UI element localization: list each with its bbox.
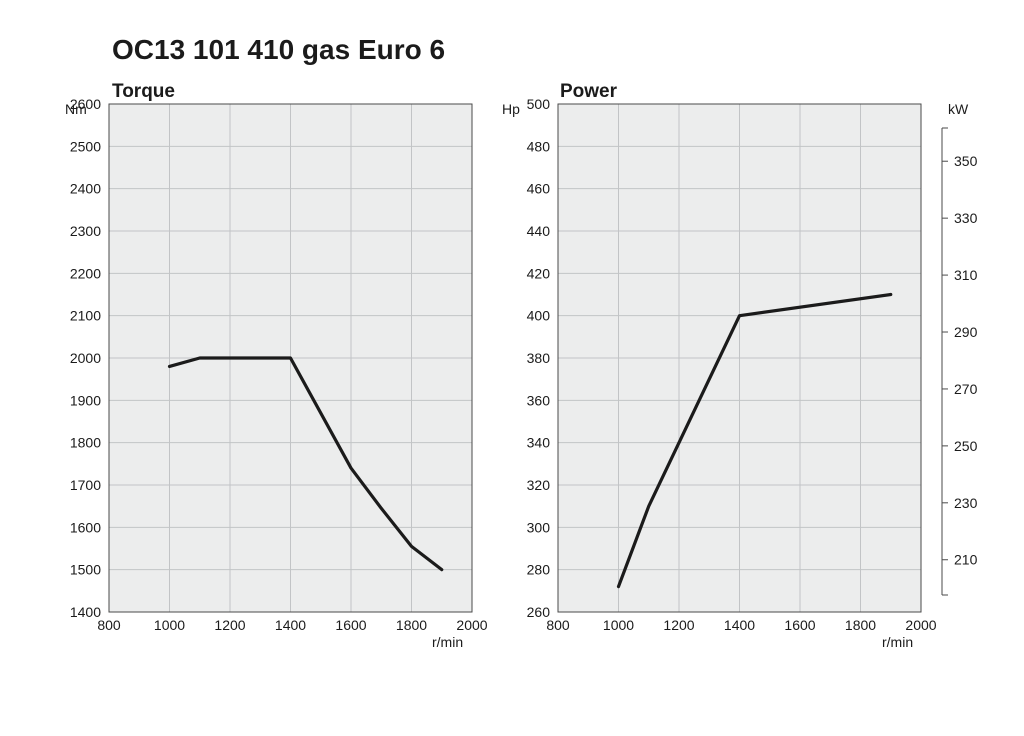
svg-text:210: 210 <box>954 552 978 568</box>
svg-text:1600: 1600 <box>70 519 101 535</box>
engine-curves-page: { "mainTitle": "OC13 101 410 gas Euro 6"… <box>0 0 1024 736</box>
svg-text:2600: 2600 <box>70 96 101 112</box>
svg-text:380: 380 <box>527 350 551 366</box>
svg-text:2100: 2100 <box>70 308 101 324</box>
svg-text:1800: 1800 <box>70 435 101 451</box>
svg-text:300: 300 <box>527 519 551 535</box>
svg-text:1800: 1800 <box>845 617 876 633</box>
svg-text:1000: 1000 <box>154 617 185 633</box>
svg-text:290: 290 <box>954 324 978 340</box>
svg-text:320: 320 <box>527 477 551 493</box>
svg-text:310: 310 <box>954 267 978 283</box>
svg-text:1400: 1400 <box>70 604 101 620</box>
svg-text:350: 350 <box>954 153 978 169</box>
svg-text:1200: 1200 <box>214 617 245 633</box>
svg-text:1700: 1700 <box>70 477 101 493</box>
svg-text:250: 250 <box>954 438 978 454</box>
svg-text:330: 330 <box>954 210 978 226</box>
svg-text:500: 500 <box>527 96 551 112</box>
svg-text:1000: 1000 <box>603 617 634 633</box>
svg-text:340: 340 <box>527 435 551 451</box>
svg-text:2300: 2300 <box>70 223 101 239</box>
svg-text:440: 440 <box>527 223 551 239</box>
svg-text:420: 420 <box>527 265 551 281</box>
svg-text:1400: 1400 <box>275 617 306 633</box>
svg-text:280: 280 <box>527 562 551 578</box>
svg-text:1600: 1600 <box>335 617 366 633</box>
charts-svg: 8001000120014001600180020001400150016001… <box>0 0 1024 736</box>
svg-text:460: 460 <box>527 181 551 197</box>
svg-text:260: 260 <box>527 604 551 620</box>
svg-text:270: 270 <box>954 381 978 397</box>
svg-text:1200: 1200 <box>663 617 694 633</box>
svg-text:1400: 1400 <box>724 617 755 633</box>
svg-text:2500: 2500 <box>70 138 101 154</box>
svg-text:2200: 2200 <box>70 265 101 281</box>
svg-text:2400: 2400 <box>70 181 101 197</box>
svg-text:360: 360 <box>527 392 551 408</box>
svg-text:400: 400 <box>527 308 551 324</box>
svg-text:2000: 2000 <box>456 617 487 633</box>
svg-text:1600: 1600 <box>784 617 815 633</box>
svg-text:1900: 1900 <box>70 392 101 408</box>
svg-text:2000: 2000 <box>905 617 936 633</box>
svg-text:480: 480 <box>527 138 551 154</box>
svg-text:230: 230 <box>954 495 978 511</box>
svg-text:1500: 1500 <box>70 562 101 578</box>
svg-text:1800: 1800 <box>396 617 427 633</box>
svg-text:2000: 2000 <box>70 350 101 366</box>
